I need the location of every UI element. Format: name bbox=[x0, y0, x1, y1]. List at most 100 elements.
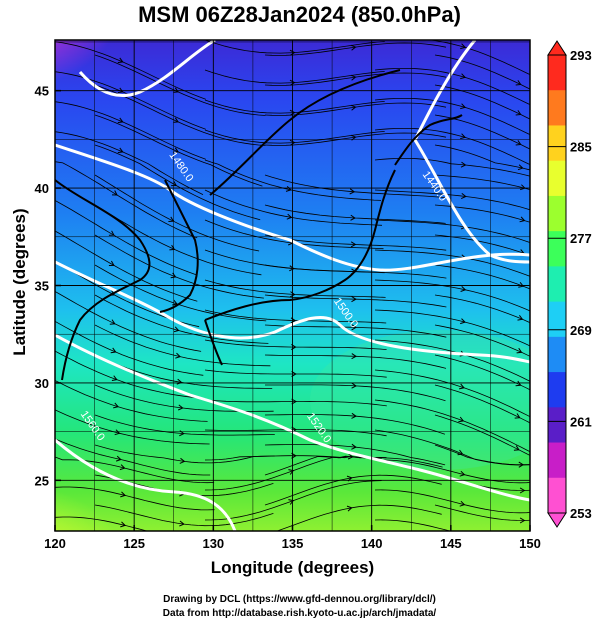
streamline bbox=[55, 438, 211, 476]
streamline bbox=[94, 144, 261, 221]
chart-title: MSM 06Z28Jan2024 (850.0hPa) bbox=[138, 2, 461, 27]
x-tick-label: 145 bbox=[440, 536, 462, 551]
colorbar-segment bbox=[548, 301, 566, 338]
colorbar-segment bbox=[548, 407, 566, 444]
colorbar-tick-label: 277 bbox=[570, 231, 592, 246]
streamline bbox=[374, 399, 530, 453]
cold-core bbox=[55, 40, 120, 88]
colorbar-segment bbox=[548, 125, 566, 162]
colorbar-tick-label: 285 bbox=[570, 140, 592, 155]
streamline bbox=[55, 101, 206, 160]
streamline bbox=[434, 84, 530, 120]
streamline bbox=[265, 384, 446, 402]
colorbar: 293 285 277 269 261 253 bbox=[547, 40, 592, 528]
streamline bbox=[94, 114, 263, 187]
streamline bbox=[204, 455, 382, 491]
x-tick-label: 135 bbox=[282, 536, 304, 551]
streamline bbox=[204, 69, 385, 84]
x-tick-label: 120 bbox=[44, 536, 66, 551]
streamline bbox=[264, 444, 446, 466]
streamline bbox=[55, 131, 204, 195]
streamline bbox=[264, 234, 447, 251]
streamline bbox=[94, 294, 269, 344]
colorbar-segment bbox=[548, 477, 566, 514]
streamline bbox=[204, 129, 385, 144]
streamline bbox=[374, 279, 530, 312]
coast-russia bbox=[209, 69, 401, 196]
streamline bbox=[94, 504, 274, 527]
streamline bbox=[264, 324, 447, 338]
streamline bbox=[55, 380, 208, 422]
streamline bbox=[55, 290, 202, 352]
contour-1480 bbox=[55, 143, 530, 272]
coast-kyushu bbox=[204, 319, 223, 366]
streamline bbox=[204, 189, 383, 226]
streamline bbox=[434, 54, 530, 90]
contour-1500 bbox=[55, 260, 530, 364]
colorbar-segment bbox=[548, 266, 566, 303]
x-tick-label: 140 bbox=[361, 536, 383, 551]
streamline bbox=[94, 234, 264, 299]
coastlines bbox=[55, 69, 463, 381]
streamline bbox=[374, 369, 530, 418]
streamline bbox=[94, 174, 260, 252]
streamline bbox=[264, 42, 447, 56]
contour-north bbox=[78, 40, 216, 97]
colorbar-segment bbox=[548, 90, 566, 126]
streamline bbox=[434, 204, 530, 223]
streamline bbox=[374, 189, 530, 211]
credit-drawing: Drawing by DCL (https://www.gfd-dennou.o… bbox=[163, 594, 436, 605]
streamline bbox=[94, 444, 275, 464]
streamline-arrow bbox=[179, 551, 184, 556]
streamline bbox=[434, 414, 530, 456]
colorbar-segment bbox=[548, 160, 566, 197]
coast-korea bbox=[159, 179, 199, 313]
streamline bbox=[94, 264, 267, 322]
colorbar-segment bbox=[548, 195, 566, 232]
streamline bbox=[204, 279, 386, 298]
streamline bbox=[204, 159, 382, 201]
colorbar-tick-label: 293 bbox=[570, 48, 592, 63]
colorbar-tick-label: 253 bbox=[570, 506, 592, 521]
lat-lon-grid bbox=[55, 40, 530, 531]
y-tick-label: 30 bbox=[35, 376, 49, 391]
streamline bbox=[55, 409, 210, 445]
streamline bbox=[55, 516, 149, 531]
streamline bbox=[94, 204, 262, 276]
streamline bbox=[204, 99, 385, 114]
coast-hokkaido bbox=[394, 114, 463, 166]
colorbar-segment bbox=[548, 372, 566, 408]
streamline bbox=[55, 350, 206, 399]
streamline bbox=[434, 324, 530, 357]
streamline bbox=[204, 339, 387, 350]
streamline bbox=[374, 158, 530, 177]
y-axis-label: Latitude (degrees) bbox=[10, 208, 29, 356]
streamline bbox=[264, 294, 447, 308]
streamline bbox=[374, 459, 530, 484]
streamline bbox=[204, 480, 382, 521]
colorbar-segment bbox=[548, 231, 566, 267]
colorbar-top-triangle bbox=[547, 40, 567, 56]
streamline bbox=[204, 399, 387, 407]
wind-streamlines bbox=[55, 40, 530, 556]
colorbar-segment bbox=[548, 336, 566, 373]
streamline bbox=[55, 71, 206, 130]
streamline bbox=[374, 519, 452, 531]
streamline bbox=[434, 114, 530, 150]
colorbar-tick-label: 269 bbox=[570, 323, 592, 338]
streamline bbox=[55, 161, 198, 239]
streamline bbox=[434, 444, 530, 466]
streamline bbox=[374, 68, 530, 106]
streamline bbox=[264, 72, 447, 86]
streamline bbox=[264, 474, 442, 506]
latitude-ticks: 25 30 35 40 45 bbox=[35, 84, 61, 488]
coast-honshu bbox=[204, 169, 396, 321]
colorbar-bottom-triangle bbox=[547, 512, 567, 528]
coast-china bbox=[55, 179, 151, 381]
streamline bbox=[55, 41, 206, 100]
streamline bbox=[264, 174, 446, 198]
streamline bbox=[434, 384, 530, 424]
colorbar-tick-label: 261 bbox=[570, 414, 592, 429]
streamline bbox=[264, 354, 447, 369]
